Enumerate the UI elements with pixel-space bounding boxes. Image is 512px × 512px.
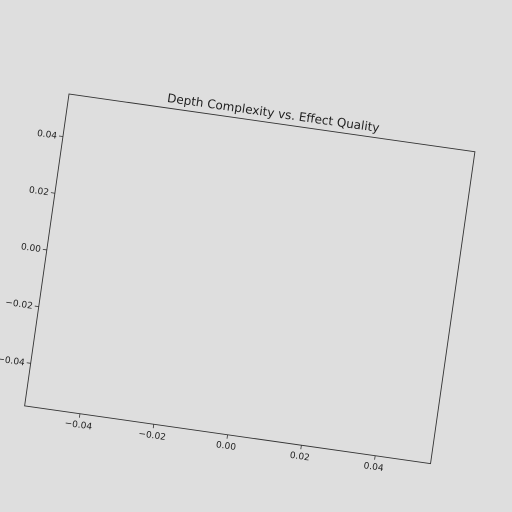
x-tick-label: 0.00 xyxy=(215,440,237,453)
y-tick xyxy=(50,192,55,194)
y-tick-label: 0.02 xyxy=(28,186,49,199)
y-tick xyxy=(58,135,64,137)
y-tick-label: 0.04 xyxy=(36,129,58,142)
x-tick xyxy=(374,455,376,460)
x-tick xyxy=(226,434,228,439)
y-tick xyxy=(42,248,47,251)
x-tick-label: −0.04 xyxy=(64,419,93,433)
x-tick xyxy=(152,424,155,429)
y-tick xyxy=(26,362,31,364)
x-tick-label: 0.04 xyxy=(363,461,385,474)
y-tick xyxy=(34,305,39,308)
x-tick xyxy=(79,413,81,418)
y-axis: −0.04 −0.02 0.00 0.02 0.04 xyxy=(0,129,64,369)
x-axis: −0.04 −0.02 0.00 0.02 0.04 xyxy=(64,413,385,474)
x-tick-label: −0.02 xyxy=(138,429,167,443)
x-tick xyxy=(300,445,302,450)
y-tick-label: −0.02 xyxy=(5,298,34,312)
y-tick-label: −0.04 xyxy=(0,355,26,369)
axes-frame xyxy=(24,93,476,465)
plot-area: −0.04 −0.02 0.00 0.02 0.04 −0.04 −0.02 0.00 0.0… xyxy=(0,91,476,474)
x-tick-label: 0.02 xyxy=(289,451,310,464)
y-tick-label: 0.00 xyxy=(20,242,42,255)
